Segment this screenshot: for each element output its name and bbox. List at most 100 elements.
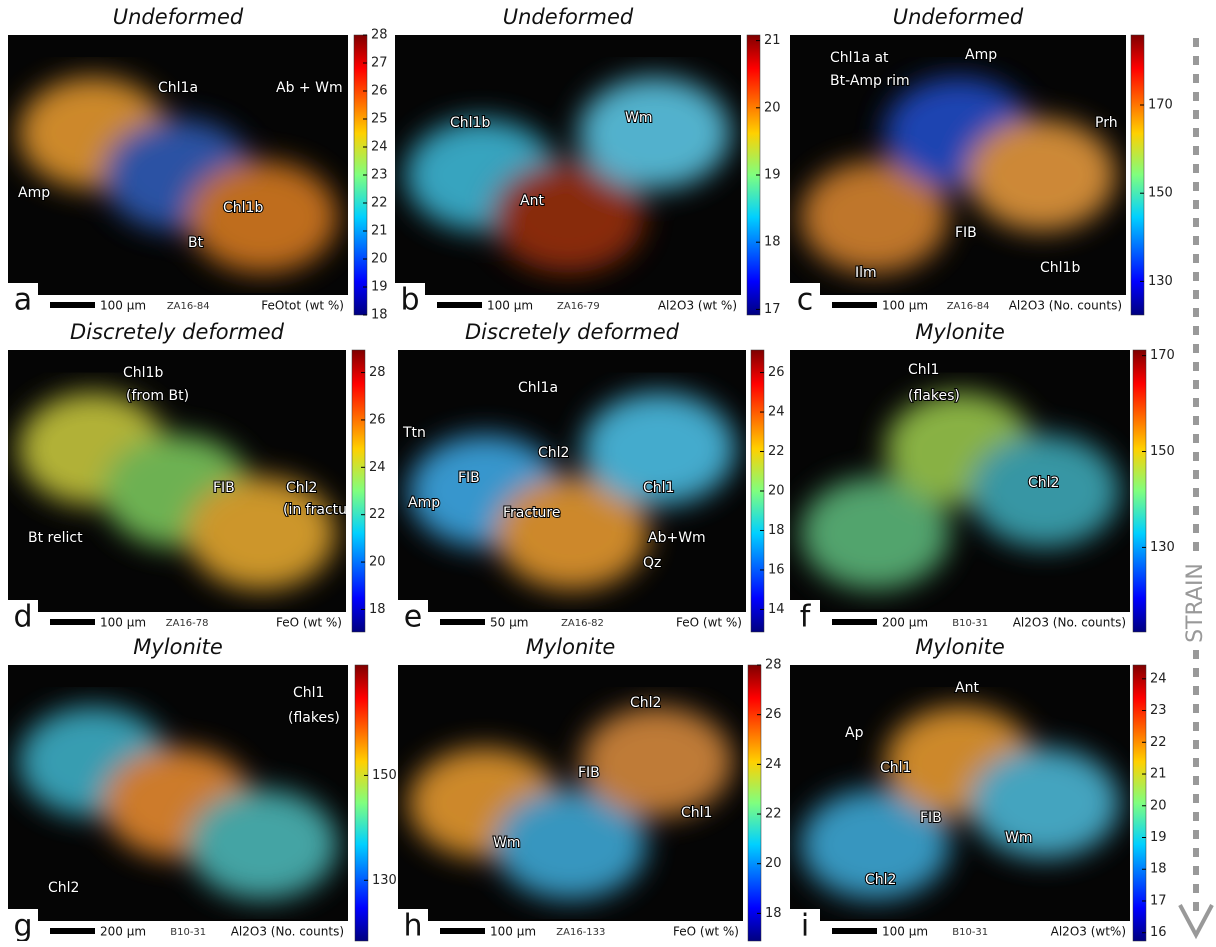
colorbar-label: 20 — [764, 100, 781, 115]
colorbar-label: 130 — [1150, 540, 1175, 555]
annotation: (from Bt) — [126, 388, 189, 404]
annotation: Chl2 — [1028, 475, 1059, 491]
colorbar-label: 20 — [765, 856, 782, 871]
scale-label: 200 µm — [882, 616, 928, 630]
element-map: Chl1a Ab + Wm Chl1b Amp Bt a 100 µm ZA16-84 FeOt… — [8, 35, 348, 318]
annotation: Ab + Wm — [276, 80, 343, 96]
panel-title: Discretely deformed — [70, 320, 285, 344]
mineral-domain — [970, 434, 1120, 548]
colorbar-label: 23 — [1150, 703, 1167, 718]
info-strip — [820, 921, 1130, 941]
scale-bar — [440, 928, 485, 934]
annotation: Bt-Amp rim — [830, 73, 910, 89]
element-map: Wm Chl1b Ant b 100 µm ZA16-79 Al2O3 (wt %) — [395, 35, 741, 318]
annotation: (in fracture) — [283, 502, 367, 518]
colorbar-label: 24 — [765, 757, 782, 772]
panel-title: Undeformed — [113, 5, 244, 29]
colorbar-label: 28 — [371, 28, 388, 43]
colorbar-label: 22 — [765, 807, 782, 822]
mineral-domain — [968, 119, 1116, 231]
panel-title: Mylonite — [915, 320, 1005, 344]
map-texture — [18, 77, 338, 273]
info-strip — [428, 921, 743, 941]
annotation: Chl1b — [450, 115, 490, 131]
panel-letter: b — [400, 283, 419, 318]
colorbar-label: 18 — [1150, 862, 1167, 877]
colorbar-label: 24 — [369, 460, 386, 475]
annotation: Ant — [520, 193, 544, 209]
annotation: Chl1 — [643, 480, 674, 496]
mineral-domain — [970, 747, 1120, 859]
colorbar-label: 24 — [1150, 671, 1167, 686]
annotation: (flakes) — [288, 710, 340, 726]
sample-label: ZA16-84 — [947, 301, 990, 312]
panel-title: Mylonite — [915, 635, 1005, 659]
annotation: Ab+Wm — [648, 530, 706, 546]
element-map: Chl1 (flakes) Chl2 f 200 µm B10-31 Al2O3 (No. … — [790, 350, 1130, 635]
annotation: FIB — [458, 470, 480, 486]
annotation: Chl1a — [518, 380, 558, 396]
annotation: Chl1a at — [830, 50, 889, 66]
sample-label: B10-31 — [952, 927, 988, 938]
mineral-domain — [580, 706, 733, 817]
scale-bar — [832, 302, 877, 308]
colorbar-label: 150 — [372, 768, 397, 783]
colorbar-label: 18 — [371, 308, 388, 323]
scale-bar — [437, 302, 482, 308]
colorbar-label: 24 — [371, 140, 388, 155]
colorbar-label: 14 — [768, 602, 785, 617]
colorbar-label: 18 — [768, 523, 785, 538]
letter-box — [8, 600, 38, 632]
colorbar-label: 150 — [1148, 186, 1173, 201]
sample-label: ZA16-82 — [561, 618, 604, 629]
colorbar-label: 20 — [371, 252, 388, 267]
map-label: Al2O3 (wt %) — [658, 299, 737, 313]
panel-letter: d — [13, 600, 32, 635]
colorbar — [1132, 664, 1147, 942]
annotation: Chl2 — [48, 880, 79, 896]
map-label: Al2O3 (No. counts) — [231, 925, 344, 939]
scale-bar — [832, 619, 877, 625]
map-label: FeOtot (wt %) — [261, 299, 344, 313]
strain-label: STRAIN — [1183, 563, 1208, 643]
annotation: FIB — [955, 225, 977, 241]
colorbar-label: 28 — [369, 365, 386, 380]
annotation: Amp — [18, 185, 50, 201]
info-strip — [820, 295, 1126, 315]
scale-label: 100 µm — [490, 925, 536, 939]
annotation: Amp — [965, 47, 997, 63]
annotation: (flakes) — [908, 388, 960, 404]
scale-label: 50 µm — [490, 616, 528, 630]
element-map: Chl1a at Bt-Amp rim Amp Prh FIB Ilm Chl1b c 100 … — [790, 35, 1126, 315]
map-label: FeO (wt %) — [276, 616, 342, 630]
panel-letter: a — [14, 283, 32, 318]
element-map: Chl1b (from Bt) FIB Chl2 (in fracture) Bt rel… — [8, 350, 367, 635]
strain-label-bg — [1183, 560, 1209, 646]
mineral-domain — [800, 476, 950, 590]
mineral-domain — [188, 789, 338, 900]
element-map: Chl2 FIB Chl1 Wm h 100 µm ZA16-133 FeO (wt %) — [398, 665, 743, 941]
mineral-domain — [800, 789, 950, 900]
colorbar-label: 16 — [1150, 925, 1167, 940]
colorbar — [1132, 349, 1147, 633]
map-texture — [800, 706, 1120, 900]
sample-label: B10-31 — [952, 618, 988, 629]
element-map: Chl1a Ttn Chl2 FIB Chl1 Amp Fracture Ab+Wm Qz e 50… — [398, 350, 746, 632]
letter-box — [790, 909, 820, 941]
annotation: Qz — [643, 555, 661, 571]
mineral-domain — [187, 476, 336, 590]
scale-label: 200 µm — [100, 925, 146, 939]
colorbar-label: 170 — [1148, 98, 1173, 113]
map-texture — [800, 392, 1120, 590]
colorbar-label: 26 — [765, 707, 782, 722]
panel-letter: f — [800, 600, 812, 635]
map-label: Al2O3 (wt%) — [1051, 925, 1126, 939]
letter-box — [8, 909, 38, 941]
annotation: Chl1b — [1040, 260, 1080, 276]
scale-bar — [440, 619, 485, 625]
colorbar-label: 19 — [371, 280, 388, 295]
scale-label: 100 µm — [100, 616, 146, 630]
annotation: Prh — [1095, 115, 1118, 131]
